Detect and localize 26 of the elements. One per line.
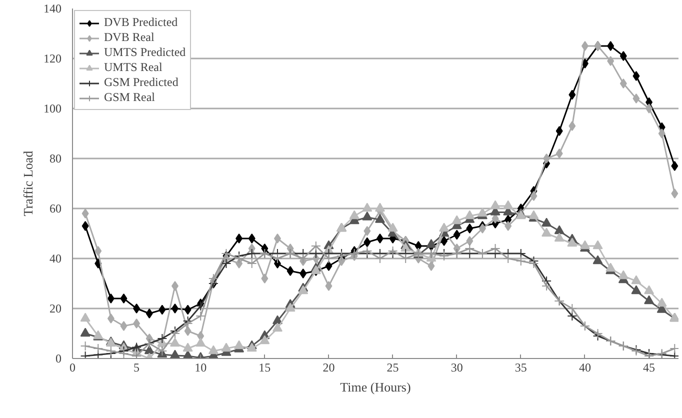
x-tick-label: 15 [258, 360, 271, 374]
x-tick-label: 40 [578, 360, 591, 374]
legend-label: GSM Real [104, 90, 155, 105]
legend-label: DVB Real [104, 30, 154, 45]
x-tick-label: 20 [322, 360, 335, 374]
y-tick-label: 100 [44, 102, 62, 116]
x-tick-label: 5 [134, 360, 140, 374]
y-tick-label: 20 [50, 302, 62, 316]
x-axis-title: Time (Hours) [340, 380, 411, 394]
x-tick-label: 0 [70, 360, 76, 374]
y-tick-label: 0 [56, 352, 62, 366]
legend-label: GSM Predicted [104, 75, 178, 90]
y-tick-label: 140 [44, 2, 62, 16]
x-tick-label: 30 [450, 360, 463, 374]
y-tick-label: 120 [44, 52, 62, 66]
y-axis-title: Traffic Load [20, 150, 36, 216]
y-tick-label: 40 [50, 252, 62, 266]
x-tick-label: 10 [194, 360, 207, 374]
y-tick-label: 80 [50, 152, 62, 166]
x-tick-label: 35 [514, 360, 527, 374]
legend-label: DVB Predicted [104, 15, 178, 30]
legend-label: UMTS Predicted [104, 45, 186, 60]
x-tick-label: 25 [386, 360, 399, 374]
y-tick-label: 60 [50, 202, 62, 216]
legend-label: UMTS Real [104, 60, 162, 75]
x-tick-label: 45 [643, 360, 656, 374]
